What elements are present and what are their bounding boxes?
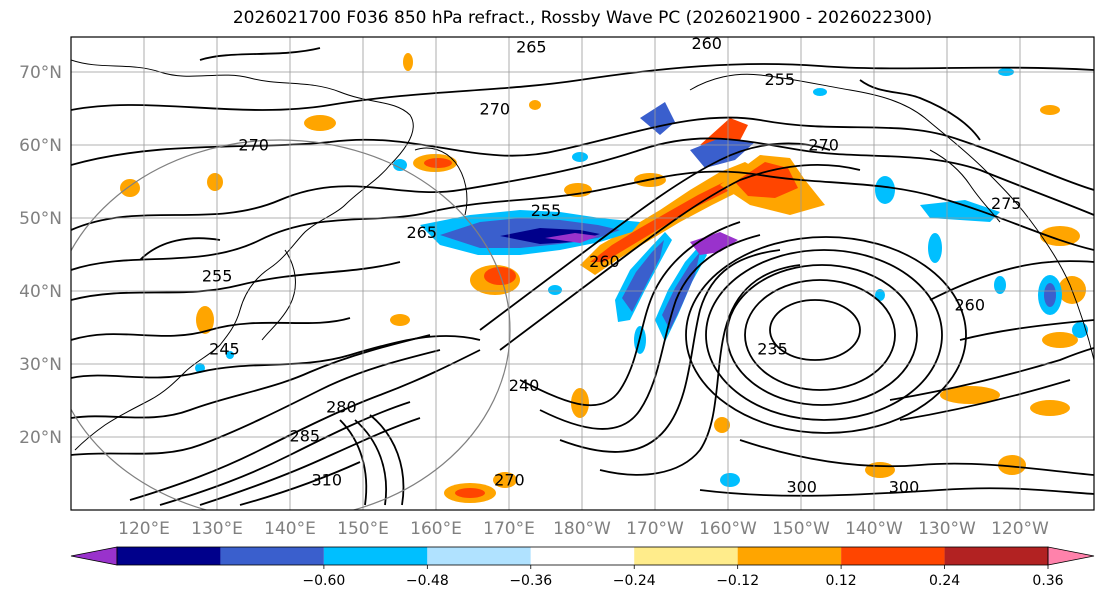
- lon-label: 120°E: [118, 519, 170, 539]
- contour-label: 255: [202, 267, 233, 286]
- colorbar-tick-label: −0.48: [406, 573, 449, 589]
- contour-label: 255: [531, 201, 562, 220]
- colorbar-swatch: [117, 547, 221, 565]
- colorbar-tick-label: −0.60: [302, 573, 345, 589]
- contour-label: 270: [494, 470, 525, 489]
- lon-label: 130°W: [918, 519, 976, 539]
- contour-label: 240: [509, 376, 540, 395]
- colorbar: −0.60−0.48−0.36−0.24−0.120.120.240.360.4…: [70, 546, 1095, 589]
- range-ring: [71, 139, 511, 510]
- colorbar-tick-label: −0.36: [509, 573, 552, 589]
- colorbar-swatch: [323, 547, 428, 565]
- contour-label: 270: [480, 99, 511, 118]
- colorbar-tick-label: 0.12: [826, 573, 857, 589]
- contour-label: 260: [955, 296, 986, 315]
- contour-label: 265: [406, 223, 437, 242]
- refractivity-shading: [120, 53, 1088, 503]
- lon-label: 170°E: [483, 519, 535, 539]
- colorbar-swatch: [841, 547, 945, 565]
- lat-label: 40°N: [19, 282, 62, 302]
- contour-labels: 265 260 255 270 270 270 265 255 260 255 245 240 235 2…: [202, 34, 1022, 497]
- lon-label: 170°W: [626, 519, 684, 539]
- contour-label: 270: [808, 136, 839, 155]
- colorbar-swatch: [427, 547, 531, 565]
- map-frame: [70, 36, 1095, 511]
- contour-label: 260: [589, 252, 620, 271]
- lon-label: 140°W: [845, 519, 903, 539]
- colorbar-extend-low: [70, 546, 118, 566]
- lon-label: 130°E: [191, 519, 243, 539]
- contour-label: 300: [786, 478, 817, 497]
- lon-label: 150°E: [337, 519, 389, 539]
- lat-label: 50°N: [19, 209, 62, 229]
- colorbar-extend-high: [1047, 546, 1095, 566]
- contour-label: 265: [516, 37, 547, 56]
- colorbar-swatch: [634, 547, 738, 565]
- contour-label: 275: [991, 194, 1022, 213]
- lon-label: 160°E: [410, 519, 462, 539]
- contour-label: 310: [311, 470, 342, 489]
- refractivity-contours: [71, 47, 1094, 506]
- map-plot: 265 260 255 270 270 270 265 255 260 255 245 240 235 2…: [71, 34, 1094, 510]
- lat-label: 70°N: [19, 63, 62, 83]
- contour-label: 255: [765, 70, 796, 89]
- colorbar-tick-label: −0.24: [613, 573, 656, 589]
- colorbar-tick-label: 0.36: [1032, 573, 1063, 589]
- latitude-labels: 70°N 60°N 50°N 40°N 30°N 20°N: [19, 63, 62, 448]
- page-title: 2026021700 F036 850 hPa refract., Rossby…: [232, 8, 933, 28]
- colorbar-tick-label: 0.24: [929, 573, 960, 589]
- longitude-labels: 120°E 130°E 140°E 150°E 160°E 170°E 180°…: [118, 519, 1049, 539]
- colorbar-frame: [116, 546, 1049, 566]
- lon-label: 150°W: [772, 519, 830, 539]
- colorbar-swatch: [530, 547, 635, 565]
- colorbar-tick-label: −0.12: [716, 573, 759, 589]
- contour-label: 285: [290, 427, 321, 446]
- lat-label: 60°N: [19, 136, 62, 156]
- graticule: [71, 37, 1094, 510]
- lat-label: 20°N: [19, 428, 62, 448]
- contour-label: 260: [691, 34, 722, 53]
- colorbar-swatches: [70, 546, 1095, 566]
- colorbar-swatch: [944, 547, 1048, 565]
- colorbar-swatch: [737, 547, 842, 565]
- contour-label: 235: [757, 339, 788, 358]
- lon-label: 160°W: [699, 519, 757, 539]
- map-plot-background: [71, 37, 1094, 510]
- contour-label: 280: [326, 398, 357, 417]
- coastlines: [71, 59, 1094, 451]
- lon-label: 120°W: [991, 519, 1049, 539]
- colorbar-swatch: [220, 547, 324, 565]
- contour-label: 245: [209, 339, 240, 358]
- lon-label: 180°W: [553, 519, 611, 539]
- contour-label: 300: [889, 478, 920, 497]
- lon-label: 140°E: [264, 519, 316, 539]
- lat-label: 30°N: [19, 355, 62, 375]
- contour-label: 270: [238, 136, 269, 155]
- colorbar-ticks: −0.60−0.48−0.36−0.24−0.120.120.240.360.4…: [302, 565, 1064, 589]
